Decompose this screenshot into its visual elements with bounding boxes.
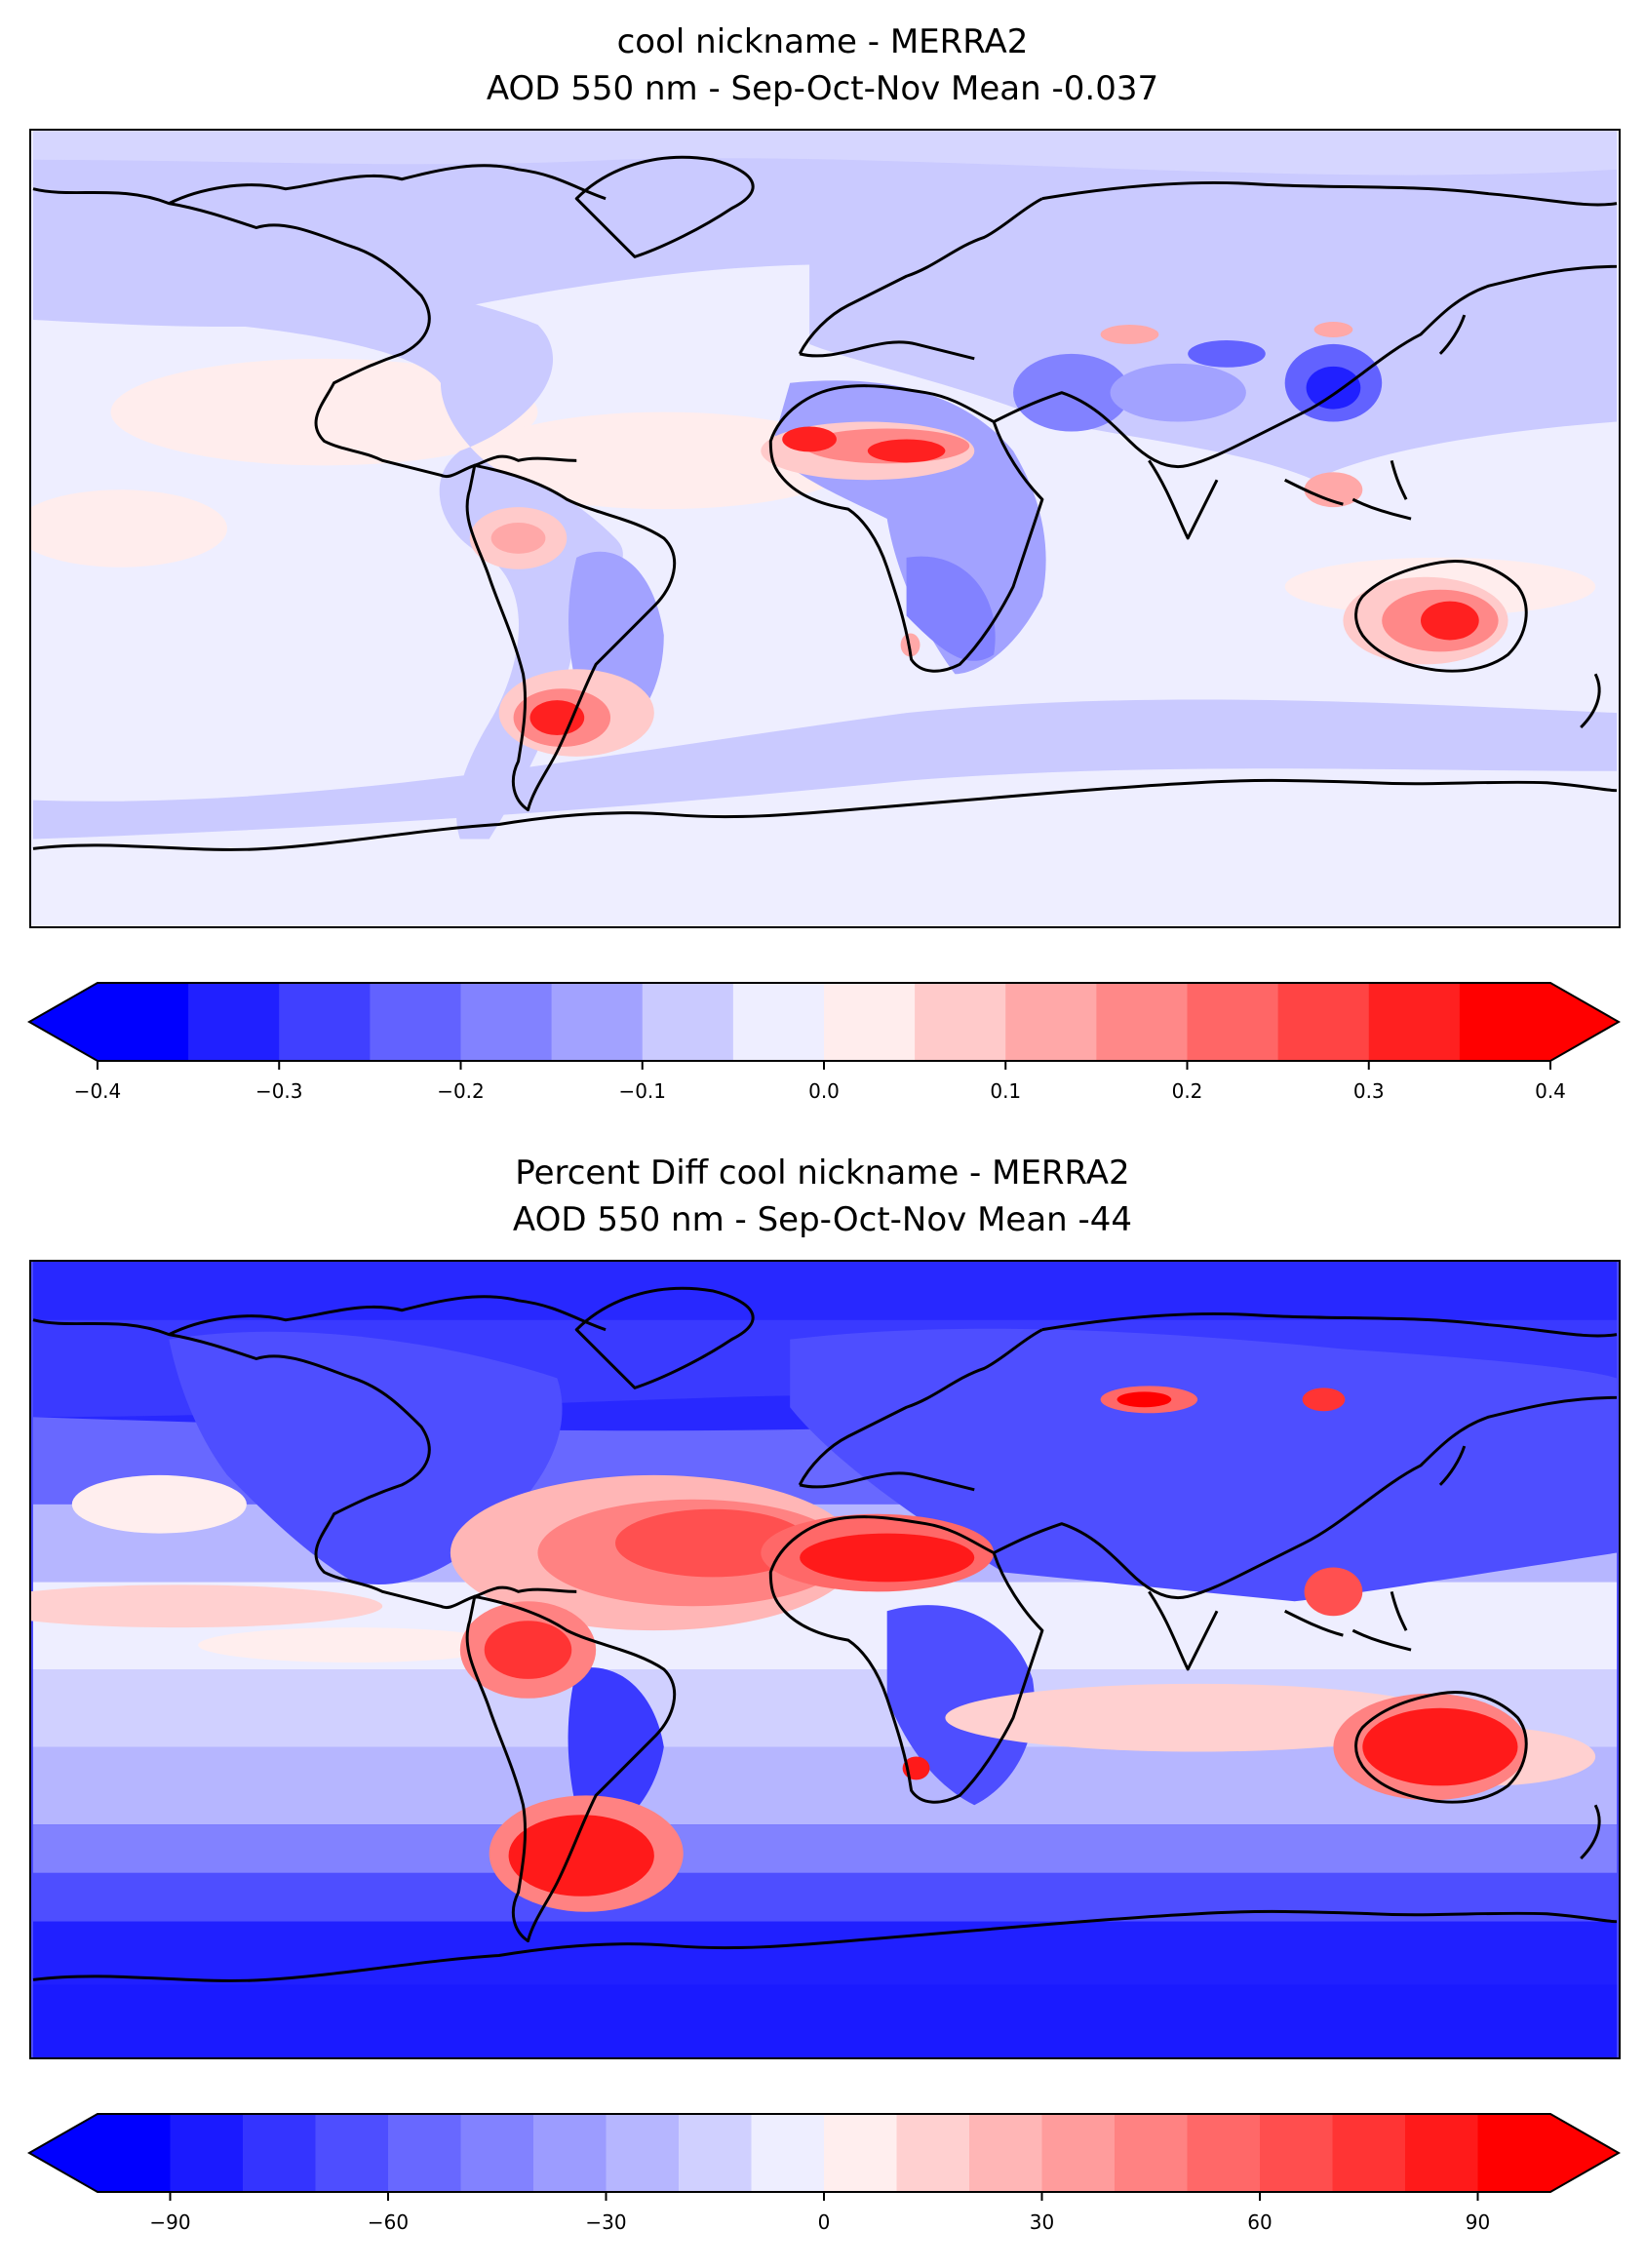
colorbar1-bin — [551, 983, 644, 1061]
colorbar2-bin — [1115, 2114, 1189, 2192]
colorbar2-bin — [896, 2114, 970, 2192]
colorbar2-outline — [26, 2113, 1622, 2193]
colorbar2-bin — [751, 2114, 825, 2192]
colorbar2-extend-min — [29, 2114, 98, 2192]
colorbar2-bin — [1332, 2114, 1406, 2192]
colorbar2-bin — [1187, 2114, 1261, 2192]
panel1-title-line1: cool nickname - MERRA2 — [616, 22, 1029, 61]
colorbar2-bin — [388, 2114, 462, 2192]
colorbar1-tick-label: 0.1 — [990, 1079, 1021, 1103]
panel1-title-line2: AOD 550 nm - Sep-Oct-Nov Mean -0.037 — [486, 69, 1159, 108]
colorbar2-bin — [606, 2114, 680, 2192]
colorbar1-bin — [1187, 983, 1279, 1061]
colorbar1-tick-label: −0.2 — [437, 1079, 485, 1103]
colorbar1-bin — [732, 983, 825, 1061]
colorbar1-bin — [1096, 983, 1189, 1061]
colorbar2-bin — [1405, 2114, 1479, 2192]
panel1-colorbar: −0.4 −0.3 −0.2 −0.1 0.0 0.1 0.2 0.3 0.4 — [26, 979, 1622, 1119]
colorbar2-bin — [969, 2114, 1043, 2192]
colorbar2-bin — [1477, 2114, 1551, 2192]
colorbar2-bin — [824, 2114, 898, 2192]
colorbar1-bin — [188, 983, 280, 1061]
panel2-colorbar: −90 −60 −30 0 30 60 90 — [26, 2110, 1622, 2250]
colorbar1-tick-label: −0.4 — [74, 1079, 122, 1103]
colorbar1-tick-label: −0.3 — [255, 1079, 303, 1103]
colorbar1-bin — [824, 983, 916, 1061]
colorbar2-tick-label: 30 — [1030, 2210, 1054, 2234]
colorbar1-bin — [279, 983, 371, 1061]
colorbar1-tick-label: 0.4 — [1535, 1079, 1566, 1103]
colorbar1-bin — [1459, 983, 1551, 1061]
colorbar1-extend-min — [29, 983, 98, 1061]
colorbar1-bin — [98, 983, 189, 1061]
colorbar2-tick-label: −60 — [368, 2210, 409, 2234]
colorbar2-bin — [679, 2114, 753, 2192]
colorbar2-bin — [1041, 2114, 1116, 2192]
p1-coastlines — [32, 155, 1618, 851]
colorbar2-tick-label: 60 — [1247, 2210, 1272, 2234]
p1-field-south-band — [32, 699, 1618, 840]
colorbar2-bin — [98, 2114, 172, 2192]
colorbar2-bin — [1260, 2114, 1334, 2192]
colorbar1-bin — [642, 983, 734, 1061]
colorbar1-tick-label: 0.2 — [1172, 1079, 1203, 1103]
colorbar2-tick-label: 90 — [1466, 2210, 1490, 2234]
colorbar1-tick-label: 0.3 — [1353, 1079, 1385, 1103]
colorbar2-tick-label: 0 — [818, 2210, 831, 2234]
panel1-map — [29, 129, 1621, 928]
colorbar1-bin — [370, 983, 462, 1061]
colorbar2-tick-label: −90 — [149, 2210, 190, 2234]
colorbar2-bin — [460, 2114, 534, 2192]
panel2-title-line2: AOD 550 nm - Sep-Oct-Nov Mean -44 — [512, 1200, 1133, 1239]
colorbar2-extend-max — [1550, 2114, 1619, 2192]
colorbar1-bin — [915, 983, 1006, 1061]
colorbar2-tick-label: −30 — [585, 2210, 626, 2234]
colorbar1-bin — [1368, 983, 1461, 1061]
colorbar1-bin — [1277, 983, 1370, 1061]
colorbar2-bin — [170, 2114, 244, 2192]
colorbar2-bin — [243, 2114, 317, 2192]
colorbar2-bin — [533, 2114, 607, 2192]
colorbar1-tick-label: 0.0 — [808, 1079, 840, 1103]
panel2-map — [29, 1260, 1621, 2059]
colorbar1-bin — [460, 983, 553, 1061]
colorbar1-tick-label: −0.1 — [618, 1079, 666, 1103]
p2-coastlines — [32, 1286, 1618, 1982]
colorbar1-extend-max — [1550, 983, 1619, 1061]
panel2-title-line1: Percent Diff cool nickname - MERRA2 — [515, 1154, 1130, 1193]
colorbar2-bin — [315, 2114, 389, 2192]
colorbar1-bin — [1005, 983, 1097, 1061]
